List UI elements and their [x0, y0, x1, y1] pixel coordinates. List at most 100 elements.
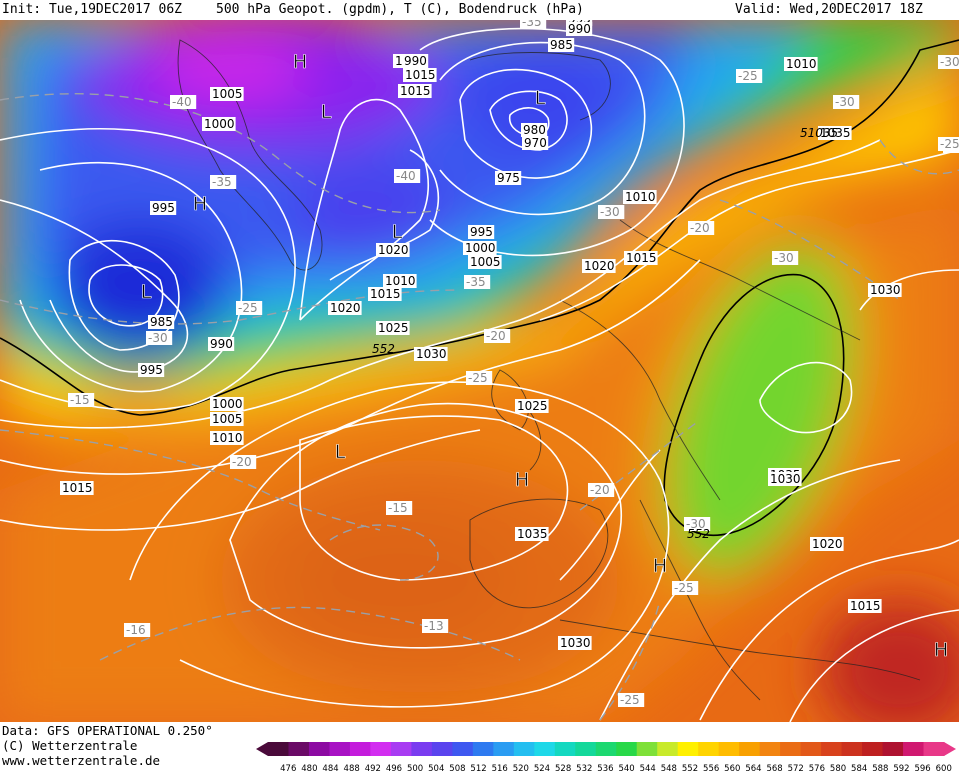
colorbar-swatch [657, 742, 679, 756]
high-pressure-marker: H [515, 469, 529, 491]
isobar-label-bg [495, 171, 522, 185]
low-pressure-marker: L [335, 441, 346, 463]
colorbar-tick-label: 592 [893, 764, 909, 774]
colorbar-tick-label: 524 [534, 764, 550, 774]
map-canvas: 1005100099598599099510001005101010151020… [0, 20, 959, 722]
colorbar-swatch [329, 742, 351, 756]
isobar-label: 1035 [820, 126, 851, 140]
data-source: Data: GFS OPERATIONAL 0.250° [2, 723, 213, 738]
contour-552 [0, 39, 959, 416]
isobar-label: 1020 [330, 301, 361, 315]
colorbar-swatch [718, 742, 740, 756]
isotherm-label: -35 [522, 20, 542, 29]
isotherm-label: -30 [148, 331, 168, 345]
isobar-label: 995 [140, 363, 163, 377]
isotherm-label: -16 [126, 623, 146, 637]
colorbar-tick-label: 576 [809, 764, 825, 774]
isotherm-label: -25 [620, 693, 640, 707]
isotherm-label-bg [484, 329, 511, 343]
isotherm-label: -40 [172, 95, 192, 109]
colorbar-tick-label: 528 [555, 764, 571, 774]
isotherm-label: -20 [690, 221, 710, 235]
isobar-label: 970 [524, 136, 547, 150]
colorbar-tick-label: 556 [703, 764, 719, 774]
height-contour-label: 552 [687, 527, 710, 541]
colorbar-tick-label: 512 [470, 764, 486, 774]
isobar-label-bg [210, 412, 244, 426]
colorbar: 476 480 484 488 492 496 500 504 508 512 516 520 524 5… [256, 742, 956, 774]
isotherm-label: -35 [212, 175, 232, 189]
isotherm-label: -25 [738, 69, 758, 83]
isotherm-label: -30 [940, 55, 959, 69]
colorbar-tick-label: 484 [322, 764, 338, 774]
isobar-label-bg [868, 283, 902, 297]
temperature-labels: -40 -35 -30 -25 -15 -20 -16 -40 -35 -35 -25 -20 -15 -… [68, 20, 959, 707]
isobar-label: 1015 [400, 84, 431, 98]
isotherm-label-bg [210, 175, 237, 189]
isotherm-label: -25 [940, 137, 959, 151]
isobar-label: 1005 [212, 412, 243, 426]
isotherm-label-bg [588, 483, 615, 497]
isotherm-label-bg [672, 581, 699, 595]
isobar-label-bg [463, 241, 497, 255]
isotherm-label: -30 [835, 95, 855, 109]
isobar-label-bg [328, 301, 362, 315]
isobar-label-bg [768, 472, 802, 486]
isobar-label-bg [810, 537, 844, 551]
isobar-label-bg [624, 251, 658, 265]
isotherm-label-bg [146, 331, 173, 345]
isotherm-label: -25 [674, 581, 694, 595]
isobar-label: 1000 [465, 241, 496, 255]
isobar-label-bg [414, 347, 448, 361]
colorbar-tick-label: 568 [766, 764, 782, 774]
isobar-label-bg [468, 255, 502, 269]
isobar-label: 1030 [870, 283, 901, 297]
colorbar-swatch [575, 742, 597, 756]
colorbar-tick-label: 540 [618, 764, 634, 774]
isobar-label-bg [515, 527, 549, 541]
isotherm-label-bg [618, 693, 645, 707]
colorbar-tick-label: 480 [301, 764, 317, 774]
isobar-label: 980 [523, 123, 546, 137]
isobar-label-bg [398, 84, 432, 98]
isobar-label-bg [548, 38, 575, 52]
isobar-label-bg [148, 315, 175, 329]
isobar-label-bg [623, 190, 657, 204]
geopotential-color-field [0, 20, 959, 722]
isobar-label-bg [522, 136, 549, 150]
colorbar-swatch [616, 742, 638, 756]
colorbar-tick-label: 560 [724, 764, 740, 774]
colorbar-swatch [882, 742, 904, 756]
colorbar-swatch [759, 742, 781, 756]
isobar-label: 1005 [212, 87, 243, 101]
isobar-label-bg [468, 225, 495, 239]
colorbar-tick-label: 564 [745, 764, 761, 774]
isobar-label-bg [403, 68, 437, 82]
colorbar-swatch [862, 742, 884, 756]
colorbar-swatch [472, 742, 494, 756]
colorbar-swatch [554, 742, 576, 756]
isobar-label: 1035 [517, 527, 548, 541]
valid-time: Valid: Wed,20DEC2017 18Z [735, 2, 923, 17]
field-description: 500 hPa Geopot. (gpdm), T (C), Bodendruc… [216, 2, 584, 17]
colorbar-tick-label: 492 [365, 764, 381, 774]
isobar-label-bg [582, 259, 616, 273]
colorbar-tick-label: 584 [851, 764, 867, 774]
isotherm-label-bg [230, 455, 257, 469]
colorbar-tick-label: 552 [682, 764, 698, 774]
isotherm-label-bg [598, 205, 625, 219]
colorbar-swatch [595, 742, 617, 756]
isotherm-label: -30 [600, 205, 620, 219]
isobar-label: 1000 [204, 117, 235, 131]
isobar-label: 1015 [370, 287, 401, 301]
low-pressure-marker: L [535, 87, 546, 109]
high-pressure-marker: H [193, 193, 207, 215]
isotherm-label-bg [236, 301, 263, 315]
isotherm-label-bg [464, 275, 491, 289]
low-pressure-marker: L [321, 101, 332, 123]
colorbar-tick-label: 600 [936, 764, 952, 774]
weather-map: 1005 1000 995 985 990 995 1000 1005 1010 1015 1020… [0, 20, 959, 722]
isobar-label: 990 [404, 54, 427, 68]
colorbar-tick-label: 580 [830, 764, 846, 774]
isobar-label-bg [376, 321, 410, 335]
